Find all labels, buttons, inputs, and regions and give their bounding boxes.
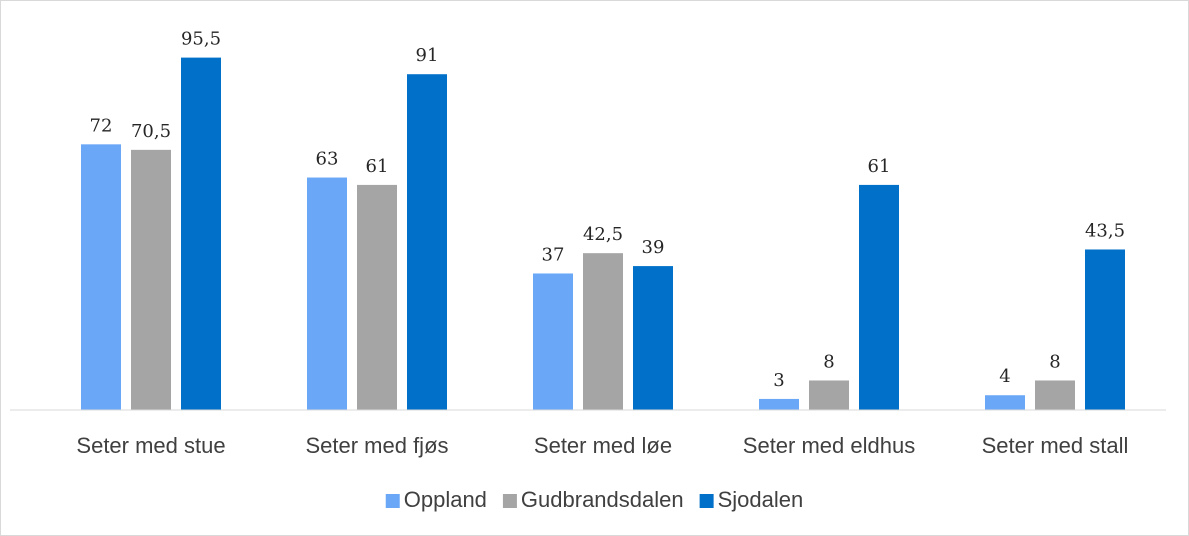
legend-label: Oppland [404,487,487,512]
legend-swatch [385,494,400,508]
x-tick-label: Seter med løe [534,433,672,458]
x-tick-label: Seter med eldhus [743,433,915,458]
data-label: 70,5 [131,121,171,142]
data-label: 8 [1049,351,1060,372]
data-label: 3 [773,370,784,391]
bar [985,395,1025,410]
bar [583,253,623,410]
legend-swatch [699,494,714,508]
legend-swatch [502,494,517,508]
bar [809,380,849,410]
data-label: 4 [999,366,1010,387]
bar [81,144,121,410]
bar [181,57,221,410]
legend-label: Sjodalen [718,487,804,512]
legend: Oppland Gudbrandsdalen Sjodalen [385,487,804,512]
data-label: 61 [868,156,891,177]
x-tick-label: Seter med stall [982,433,1129,458]
bar [633,266,673,410]
data-label: 95,5 [181,29,221,50]
data-label: 43,5 [1085,220,1125,241]
bar [759,398,799,410]
data-label: 63 [316,149,339,170]
bar [357,184,397,410]
bar [533,273,573,410]
bar [307,177,347,410]
data-label: 91 [416,45,439,66]
bar [859,184,899,410]
data-label: 8 [823,351,834,372]
bar [131,149,171,411]
bar [407,74,447,411]
data-label: 39 [642,237,665,258]
bar [1035,380,1075,410]
x-tick-label: Seter med stue [76,433,225,458]
data-label: 37 [542,244,565,265]
x-tick-label: Seter med fjøs [305,433,448,458]
bar [1085,249,1125,410]
data-label: 72 [90,115,113,136]
data-label: 61 [366,156,389,177]
legend-label: Gudbrandsdalen [521,487,684,512]
data-label: 42,5 [583,224,623,245]
